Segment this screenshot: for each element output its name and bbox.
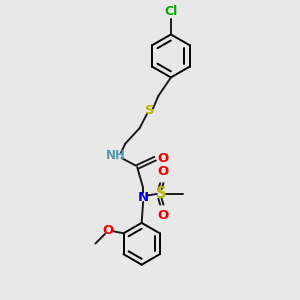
Text: O: O (158, 152, 169, 165)
Text: Cl: Cl (164, 5, 178, 18)
Text: O: O (102, 224, 114, 237)
Text: N: N (138, 191, 149, 204)
Text: NH: NH (106, 149, 126, 162)
Text: O: O (158, 209, 169, 222)
Text: S: S (145, 104, 155, 117)
Text: O: O (158, 165, 169, 178)
Text: S: S (156, 186, 167, 201)
